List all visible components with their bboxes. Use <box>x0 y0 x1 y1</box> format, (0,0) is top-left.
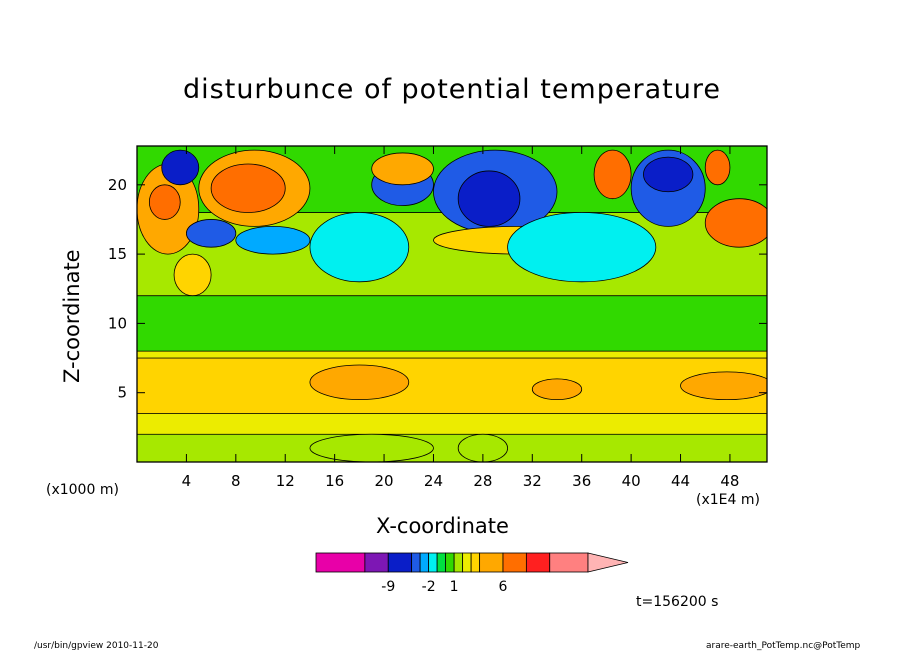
program-footer: /usr/bin/gpview 2010-11-20 <box>34 641 159 651</box>
colorbar-cell <box>428 552 438 573</box>
field-cell-28 <box>531 378 583 401</box>
field-cell-24 <box>704 149 731 186</box>
x-tick-label: 28 <box>473 472 492 490</box>
field-group <box>137 146 767 462</box>
time-label: t=156200 s <box>636 594 719 610</box>
colorbar-cell <box>502 552 527 573</box>
field-band-3 <box>137 295 767 352</box>
x-tick-label: 20 <box>375 472 394 490</box>
field-cell-11 <box>186 219 237 248</box>
field-cell-29 <box>309 433 434 462</box>
y-tick-label: 15 <box>108 245 127 263</box>
colorbar-cell <box>315 552 366 573</box>
field-cell-25 <box>173 253 212 297</box>
y-tick-label: 5 <box>117 384 127 402</box>
plot-frame <box>136 145 768 463</box>
x-tick-label: 12 <box>276 472 295 490</box>
chart-title: disturbunce of potential temperature <box>183 74 721 105</box>
colorbar-cell <box>411 552 421 573</box>
field-cell-27 <box>680 371 767 401</box>
field-cell-23 <box>704 198 767 248</box>
contour-plot <box>136 145 768 463</box>
x-tick-label: 4 <box>182 472 192 490</box>
colorbar-cell <box>453 552 464 573</box>
colorbar-cell <box>436 552 447 573</box>
x-unit-label: (x1000 m) <box>46 482 119 498</box>
field-cell-19 <box>507 212 657 283</box>
colorbar-cell <box>479 552 504 573</box>
y-tick-label: 20 <box>108 176 127 194</box>
colorbar-cell <box>470 552 481 573</box>
x-tick-label: 40 <box>622 472 641 490</box>
x-tick-label: 44 <box>671 472 690 490</box>
colorbar-cell <box>387 552 413 573</box>
field-cell-8 <box>161 149 200 186</box>
colorbar-arrow <box>587 552 629 573</box>
x-tick-label: 32 <box>523 472 542 490</box>
colorbar-cell <box>525 552 551 573</box>
x-tick-label: 24 <box>424 472 443 490</box>
x-tick-label: 48 <box>720 472 739 490</box>
x-axis-label: X-coordinate <box>376 514 509 538</box>
field-cell-20 <box>593 149 632 200</box>
x-unit-label-right: (x1E4 m) <box>696 492 760 508</box>
field-band-4 <box>137 212 767 297</box>
y-tick-label: 10 <box>108 314 127 332</box>
colorbar-cell <box>364 552 389 573</box>
colorbar-cell <box>462 552 472 573</box>
colorbar-cell <box>419 552 430 573</box>
colorbar: -9 -2 1 6 <box>315 552 629 595</box>
field-cell-12 <box>235 225 311 255</box>
field-cell-22 <box>643 156 694 193</box>
x-tick-label: 8 <box>231 472 241 490</box>
y-axis-label: Z-coordinate <box>60 249 84 383</box>
colorbar-label: -9 <box>381 579 395 595</box>
x-tick-label: 36 <box>572 472 591 490</box>
field-cell-13 <box>309 212 410 283</box>
source-footer: arare-earth_PotTemp.nc@PotTemp <box>706 641 861 651</box>
colorbar-label: 6 <box>499 579 508 595</box>
colorbar-label: 1 <box>450 579 459 595</box>
field-cell-10 <box>210 163 286 213</box>
field-cell-17 <box>457 170 521 227</box>
field-cell-7 <box>148 184 181 220</box>
field-band-2 <box>137 357 767 414</box>
colorbar-cell <box>445 552 455 573</box>
colorbar-cell <box>549 552 589 573</box>
field-cell-26 <box>309 364 410 401</box>
field-cell-15 <box>371 152 434 186</box>
x-tick-label: 16 <box>325 472 344 490</box>
colorbar-label: -2 <box>422 579 436 595</box>
